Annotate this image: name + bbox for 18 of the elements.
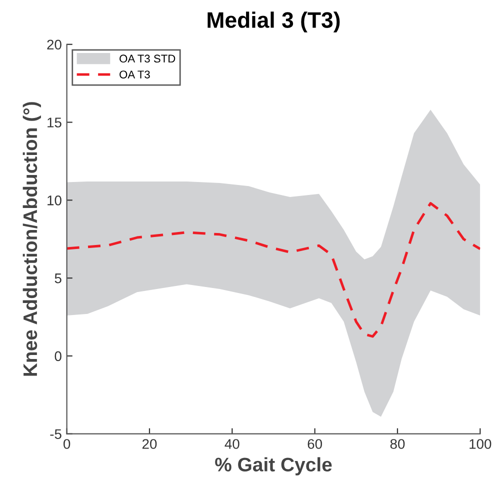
x-tick-label: 40 — [224, 439, 240, 449]
x-tick-label: 0 — [64, 439, 70, 449]
y-tick-label: 15 — [48, 118, 62, 128]
y-tick-label: 10 — [48, 195, 62, 206]
legend-label: OA T3 — [120, 70, 150, 78]
x-tick-label: 80 — [390, 439, 405, 449]
y-tick-label: 5 — [54, 274, 62, 284]
x-axis-title: % Gait Cycle — [215, 457, 332, 476]
x-tick-label: 100 — [470, 439, 492, 449]
y-tick-label: 0 — [54, 351, 62, 362]
line-series — [66, 202, 480, 338]
y-tick-label: 20 — [47, 40, 62, 50]
x-tick-label: 60 — [308, 439, 322, 449]
y-tick-label: -5 — [50, 429, 62, 440]
x-tick-label: 20 — [142, 439, 157, 449]
annotation: OA T3 STD — [120, 54, 176, 63]
y-axis-title: Knee Adduction/Abduction (°) — [22, 102, 41, 376]
chart-title: Medial 3 (T3) — [208, 12, 340, 32]
